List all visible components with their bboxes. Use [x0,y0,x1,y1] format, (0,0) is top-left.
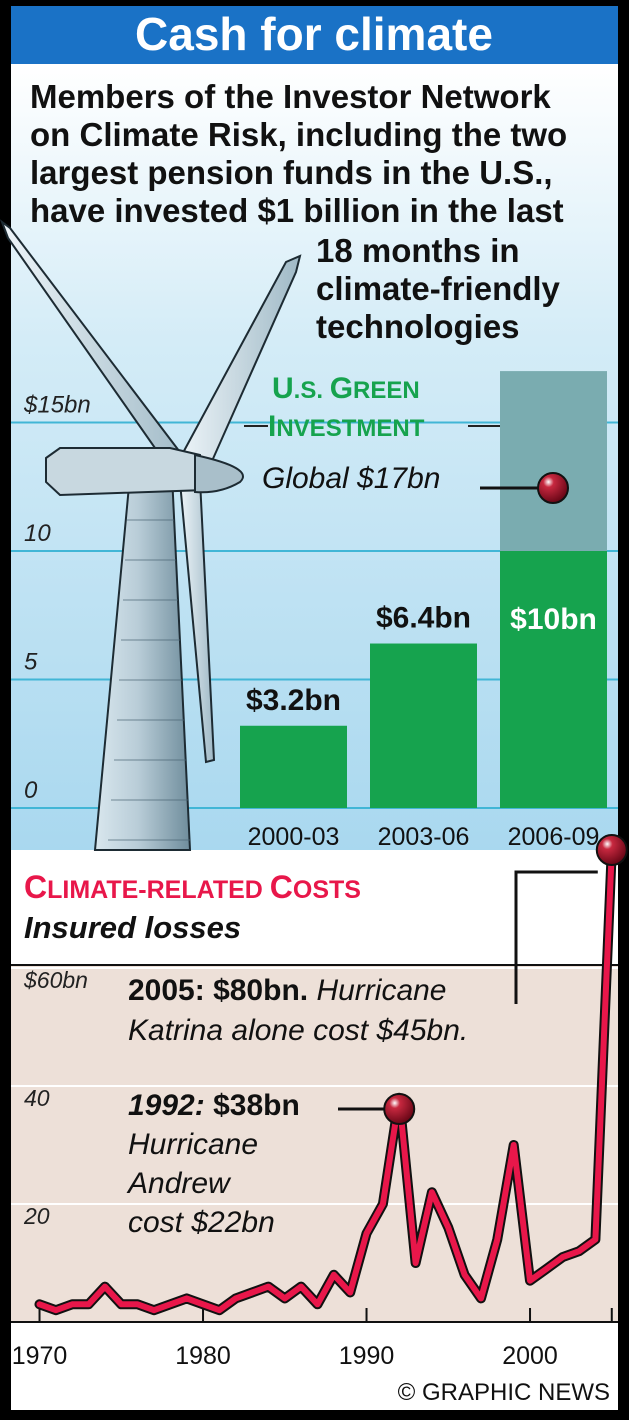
bar-y-tick-label: 10 [24,520,51,547]
andrew-marker [383,1093,416,1125]
insured-losses-point [462,1272,467,1277]
bar-x-tick-label: 2006-09 [508,823,600,851]
insured-losses-point [250,1290,255,1295]
bar-global-total [500,371,607,551]
katrina-annotation-line2: Katrina alone cost $45bn. [128,1014,468,1047]
katrina-marker [595,834,628,866]
intro-line: climate-friendly [316,270,561,307]
line-chart-subtitle: Insured losses [24,910,241,945]
insured-losses-point [348,1290,353,1295]
intro-line: on Climate Risk, including the two [30,116,567,153]
line-y-tick-label: 20 [23,1203,50,1229]
global-total-label: Global $17bn [262,462,440,495]
insured-losses-point [233,1296,238,1301]
insured-losses-point [266,1284,271,1289]
intro-line: have invested $1 billion in the last [30,192,564,229]
line-x-tick-label: 1980 [175,1342,231,1370]
bar-value-label: $3.2bn [246,684,341,717]
katrina-annotation-line1: 2005: $80bn. Hurricane [128,974,447,1007]
intro-line: technologies [316,308,520,345]
insured-losses-point [37,1302,42,1307]
andrew-annotation-line1: 1992: $38bn [128,1089,300,1122]
wind-turbine-illustration [0,219,302,851]
line-y-tick-label: 40 [24,1085,50,1111]
insured-losses-point [511,1143,516,1147]
bar-x-tick-label: 2000-03 [248,823,340,851]
insured-losses-point [528,1278,533,1283]
insured-losses-point [86,1302,91,1307]
bar-chart-title: INVESTMENT [268,410,425,443]
title-bar [11,6,618,64]
insured-losses-point [413,1261,418,1265]
insured-losses-point [364,1231,369,1236]
insured-losses-point [119,1302,124,1307]
bar-y-tick-label: $15bn [23,392,91,419]
insured-losses-point [315,1302,320,1307]
insured-losses-point [380,1202,385,1206]
turbine-nacelle [45,447,207,497]
intro-line: largest pension funds in the U.S., [30,154,553,191]
insured-losses-point [593,1237,598,1242]
insured-losses-point [217,1308,222,1313]
line-x-tick-label: 1990 [339,1342,395,1370]
insured-losses-point [282,1296,287,1301]
bar-us-2000-03 [240,725,347,808]
insured-losses-point [201,1302,206,1307]
turbine-hub [194,453,244,494]
bar-value-label: $6.4bn [376,602,471,635]
insured-losses-point [168,1302,173,1307]
bar-x-tick-label: 2003-06 [378,823,470,851]
insured-losses-point [299,1284,304,1289]
insured-losses-point [429,1190,434,1195]
bar-value-label: $10bn [510,603,597,636]
insured-losses-line [36,847,615,1314]
insured-losses-point [560,1255,565,1260]
bar-y-tick-label: 5 [24,649,38,676]
credit: © GRAPHIC NEWS [398,1379,610,1406]
intro-line: 18 months in [316,232,520,269]
insured-losses-point [544,1266,549,1271]
line-y-tick-label: $60bn [23,967,88,993]
line-chart-title: CLIMATE-RELATED COSTS [24,869,361,905]
andrew-annotation-text: Hurricane [128,1128,258,1161]
line-x-tick-label: 1970 [12,1342,68,1370]
line-x-tick-label: 2000 [502,1342,558,1370]
insured-losses-point [495,1237,500,1242]
insured-losses-point [577,1249,582,1254]
andrew-annotation-text: cost $22bn [128,1206,275,1239]
insured-losses-point [70,1302,75,1307]
insured-losses-point [135,1302,140,1307]
bar-chart: 0 5 10 $15bn 2000-03 $3.2bn 2003-06 $6.4bn 2006-… [23,371,607,851]
insured-losses-point [478,1296,483,1301]
bar-y-tick-label: 0 [24,777,38,804]
insured-losses-point [151,1308,156,1313]
insured-losses-point [184,1296,189,1301]
bar-us-2003-06 [370,643,477,808]
insured-losses-point [53,1308,58,1313]
andrew-annotation-text: Andrew [126,1167,232,1200]
insured-losses-point [446,1225,451,1230]
bar-us-2006-09 [500,551,607,808]
line-chart: CLIMATE-RELATED COSTS Insured losses 20 40 $… [11,834,628,1370]
insured-losses-point [102,1284,107,1289]
intro-line: Members of the Investor Network [30,78,551,115]
global-marker [537,472,569,504]
insured-losses-point [331,1272,336,1277]
bar-chart-title: U.S. GREEN [272,372,420,405]
katrina-leader-line [514,870,598,1004]
page-title: Cash for climate [135,8,493,60]
